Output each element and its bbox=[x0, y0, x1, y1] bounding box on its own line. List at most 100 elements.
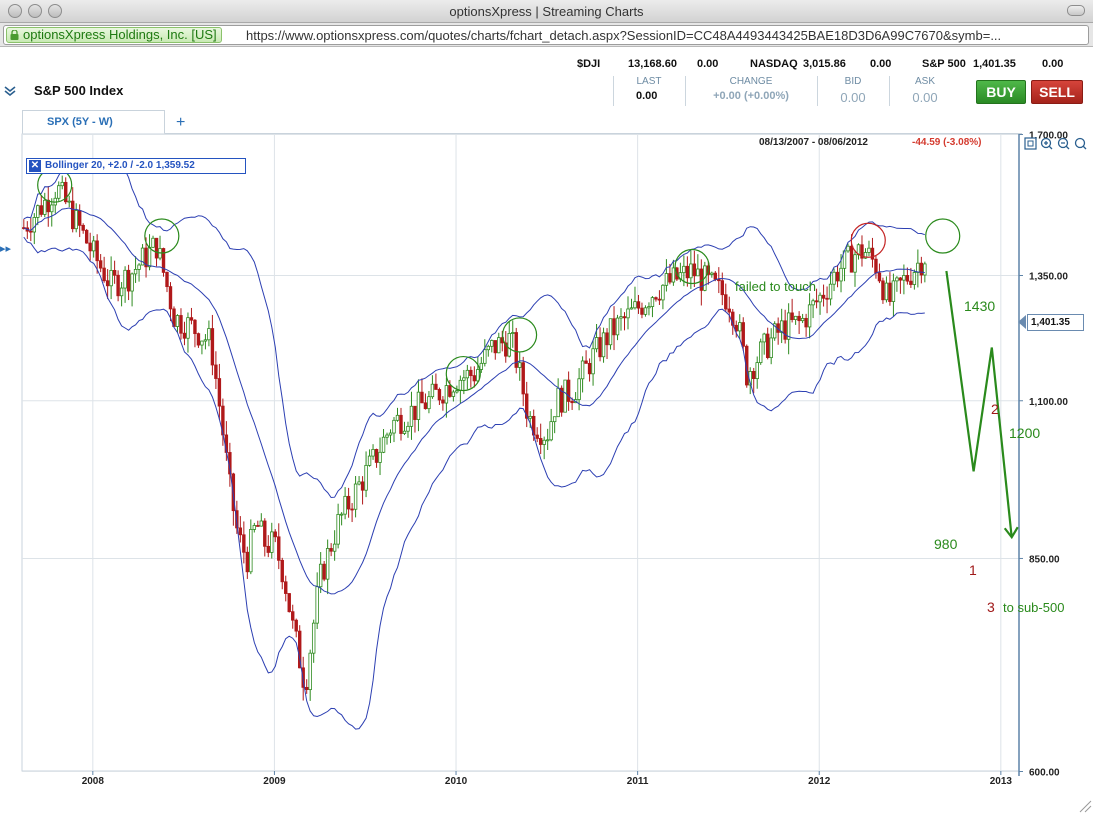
zoom-reset-icon[interactable] bbox=[1074, 137, 1087, 150]
candle-down bbox=[423, 402, 428, 410]
tab-spx-5y-w[interactable]: SPX (5Y - W) bbox=[22, 110, 165, 134]
candle-down bbox=[685, 265, 690, 279]
candle-down bbox=[493, 340, 497, 354]
candle-up bbox=[497, 337, 501, 354]
candle-down bbox=[919, 262, 924, 276]
ticker-dji-symbol: $DJI bbox=[577, 58, 601, 70]
close-window-button[interactable] bbox=[8, 4, 22, 18]
candle-down bbox=[525, 393, 529, 419]
y-tick-label: 1,700.00 bbox=[1029, 131, 1068, 142]
candle-down bbox=[98, 260, 103, 269]
candle-down bbox=[877, 272, 882, 282]
candle-up bbox=[902, 275, 906, 281]
candle-up bbox=[828, 283, 833, 300]
ticker-sp500-symbol: S&P 500 bbox=[922, 58, 966, 70]
url-text: https://www.optionsxpress.com/quotes/cha… bbox=[246, 28, 1002, 43]
site-identity-label: optionsXpress Holdings, Inc. [US] bbox=[23, 27, 217, 42]
candle-up bbox=[689, 263, 693, 279]
candle-down bbox=[717, 278, 721, 282]
candle-down bbox=[504, 342, 508, 357]
candle-down bbox=[448, 385, 452, 397]
lock-icon bbox=[10, 30, 19, 40]
bid-value: 0.00 bbox=[840, 90, 866, 105]
x-tick-label: 2011 bbox=[627, 776, 649, 787]
add-tab-button[interactable]: + bbox=[176, 114, 186, 131]
candle-up bbox=[203, 339, 208, 342]
candle-up bbox=[664, 273, 669, 286]
candle-down bbox=[765, 333, 770, 358]
candle-down bbox=[814, 300, 819, 303]
candle-up bbox=[549, 421, 553, 441]
sell-button[interactable]: SELL bbox=[1031, 80, 1083, 104]
candle-up bbox=[60, 181, 64, 187]
candle-down bbox=[266, 545, 270, 553]
candle-down bbox=[71, 200, 75, 230]
toolbar-toggle-button[interactable] bbox=[1067, 5, 1085, 16]
candle-up bbox=[140, 247, 145, 266]
candle-up bbox=[385, 434, 389, 438]
plot-area bbox=[21, 133, 1020, 772]
candle-up bbox=[891, 280, 896, 302]
indicator-legend: ✕ Bollinger 20, +2.0 / -2.0 1,359.52 bbox=[26, 158, 246, 174]
candle-down bbox=[179, 315, 183, 334]
candle-down bbox=[898, 277, 903, 281]
candle-down bbox=[95, 240, 99, 262]
candle-down bbox=[870, 247, 875, 260]
change-label: CHANGE bbox=[729, 76, 773, 87]
candle-up bbox=[800, 317, 805, 322]
candle-up bbox=[811, 300, 815, 306]
candle-down bbox=[622, 316, 627, 319]
quote-divider bbox=[685, 76, 686, 106]
candle-up bbox=[682, 265, 686, 274]
candle-down bbox=[374, 449, 379, 463]
zoom-window-button[interactable] bbox=[48, 4, 62, 18]
candle-up bbox=[119, 287, 124, 297]
fit-chart-icon[interactable] bbox=[1024, 137, 1037, 150]
candle-up bbox=[364, 464, 368, 491]
candle-down bbox=[535, 434, 539, 439]
candle-down bbox=[538, 438, 543, 445]
candle-up bbox=[779, 320, 784, 333]
annotation-label: 980 bbox=[934, 536, 958, 552]
candle-down bbox=[294, 619, 298, 632]
zoom-in-icon[interactable] bbox=[1040, 137, 1053, 150]
candle-down bbox=[720, 280, 724, 296]
quote-divider bbox=[613, 76, 614, 106]
candle-up bbox=[332, 543, 337, 552]
ticker-nasdaq-price: 3,015.86 bbox=[803, 58, 846, 70]
zoom-out-icon[interactable] bbox=[1057, 137, 1070, 150]
price-tag-pointer bbox=[1018, 315, 1026, 329]
candle-down bbox=[329, 548, 333, 552]
annotation-circle bbox=[501, 317, 538, 353]
candle-up bbox=[123, 269, 127, 289]
last-label: LAST bbox=[636, 76, 662, 87]
ticker-sp500-price: 1,401.35 bbox=[973, 58, 1016, 70]
candle-up bbox=[36, 205, 40, 218]
candle-up bbox=[315, 586, 319, 624]
minimize-window-button[interactable] bbox=[28, 4, 42, 18]
candle-down bbox=[727, 308, 731, 313]
candle-up bbox=[867, 247, 871, 253]
annotation-label: failed to touch bbox=[735, 279, 816, 294]
collapse-icon[interactable] bbox=[4, 86, 16, 96]
candle-down bbox=[168, 286, 173, 310]
candle-up bbox=[130, 273, 134, 292]
candle-down bbox=[235, 510, 239, 529]
candle-down bbox=[741, 322, 745, 347]
candle-down bbox=[46, 199, 50, 213]
candle-up bbox=[339, 513, 344, 516]
url-field[interactable]: optionsXpress Holdings, Inc. [US] https:… bbox=[3, 25, 1089, 45]
candle-up bbox=[444, 385, 449, 404]
candle-up bbox=[839, 267, 843, 282]
candle-up bbox=[336, 514, 340, 545]
candle-up bbox=[608, 318, 613, 346]
last-cell: LAST 0.00 bbox=[614, 76, 684, 106]
expand-panel-icon[interactable]: ▸▸ bbox=[0, 243, 12, 255]
remove-indicator-button[interactable]: ✕ bbox=[29, 160, 41, 172]
buy-button[interactable]: BUY bbox=[976, 80, 1026, 104]
chart-zoom-controls bbox=[1024, 137, 1087, 150]
candle-up bbox=[563, 379, 567, 413]
candle-down bbox=[514, 332, 518, 368]
site-identity-badge[interactable]: optionsXpress Holdings, Inc. [US] bbox=[6, 27, 222, 43]
